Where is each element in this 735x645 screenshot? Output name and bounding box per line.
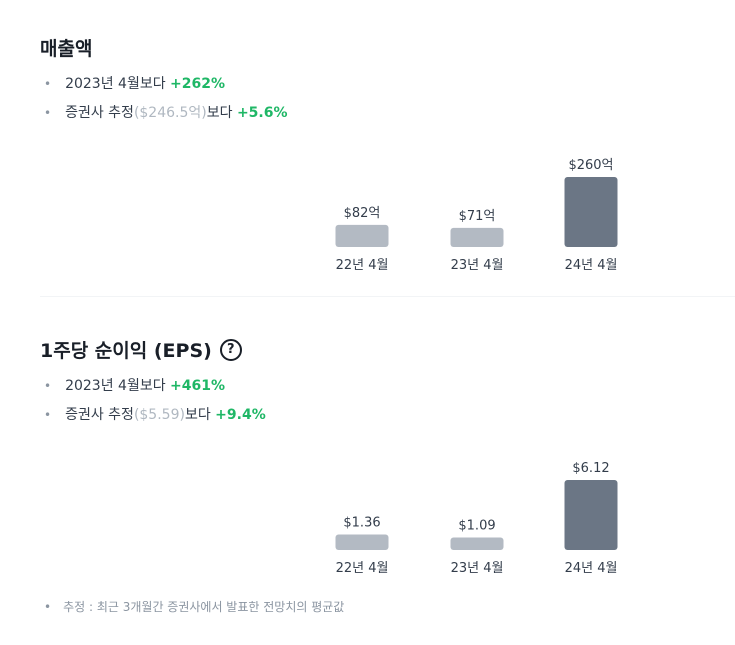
bullet-dot: • <box>44 600 52 614</box>
bar <box>564 480 618 550</box>
revenue-title: 매출액 <box>40 34 92 61</box>
revenue-estimate-prefix: 증권사 추정 <box>65 105 134 121</box>
bar-category-label: 24년 4월 <box>565 561 618 576</box>
bullet-dot: • <box>44 77 52 91</box>
section-divider <box>40 296 735 297</box>
bullet-dot: • <box>44 106 52 120</box>
revenue-estimate-bullet: • 증권사 추정($246.5억)보다 +5.6% <box>44 102 288 122</box>
bar <box>335 224 389 247</box>
bar-category-label: 23년 4월 <box>451 258 504 273</box>
eps-estimate-suffix: 보다 <box>184 407 216 423</box>
footnote: • 추정 : 최근 3개월간 증권사에서 발표한 전망치의 평균값 <box>44 598 344 615</box>
eps-yoy-bullet: • 2023년 4월보다 +461% <box>44 375 225 395</box>
eps-estimate-bullet: • 증권사 추정($5.59)보다 +9.4% <box>44 404 266 424</box>
bullet-dot: • <box>44 408 52 422</box>
bar-category-label: 23년 4월 <box>451 561 504 576</box>
bar-value-label: $6.12 <box>572 461 609 476</box>
revenue-title-text: 매출액 <box>40 38 93 60</box>
help-icon[interactable]: ? <box>219 338 242 361</box>
eps-title: 1주당 순이익 (EPS) ? <box>40 336 242 363</box>
bar-value-label: $82억 <box>344 206 381 221</box>
bar-category-label: 22년 4월 <box>336 561 389 576</box>
bar <box>450 227 504 247</box>
bar-value-label: $1.09 <box>458 519 495 534</box>
footnote-text: 추정 : 최근 3개월간 증권사에서 발표한 전망치의 평균값 <box>63 600 345 614</box>
revenue-estimate-suffix: 보다 <box>206 105 237 121</box>
eps-estimate-change: +9.4% <box>215 407 266 423</box>
bar <box>335 534 389 550</box>
eps-title-text: 1주당 순이익 (EPS) <box>40 340 212 362</box>
bar <box>564 177 618 247</box>
eps-estimate-value: ($5.59) <box>133 407 185 423</box>
revenue-yoy-change: +262% <box>170 76 226 92</box>
bar-value-label: $260억 <box>568 158 613 173</box>
bar-value-label: $71억 <box>459 209 496 224</box>
revenue-yoy-text: 2023년 4월보다 <box>65 76 171 92</box>
eps-yoy-text: 2023년 4월보다 <box>65 378 171 394</box>
bar-category-label: 22년 4월 <box>336 258 389 273</box>
eps-bar-chart: $1.36 22년 4월 $1.09 23년 4월 $6.12 24년 4월 <box>335 461 618 576</box>
eps-estimate-prefix: 증권사 추정 <box>65 407 134 423</box>
revenue-yoy-bullet: • 2023년 4월보다 +262% <box>44 73 225 93</box>
bar <box>450 537 504 550</box>
eps-yoy-change: +461% <box>170 378 226 394</box>
bullet-dot: • <box>44 379 52 393</box>
bar-value-label: $1.36 <box>343 515 380 530</box>
revenue-bar-chart: $82억 22년 4월 $71억 23년 4월 $260억 24년 4월 <box>335 158 618 273</box>
revenue-estimate-value: ($246.5억) <box>133 105 207 121</box>
revenue-estimate-change: +5.6% <box>236 105 288 121</box>
bar-category-label: 24년 4월 <box>565 258 618 273</box>
